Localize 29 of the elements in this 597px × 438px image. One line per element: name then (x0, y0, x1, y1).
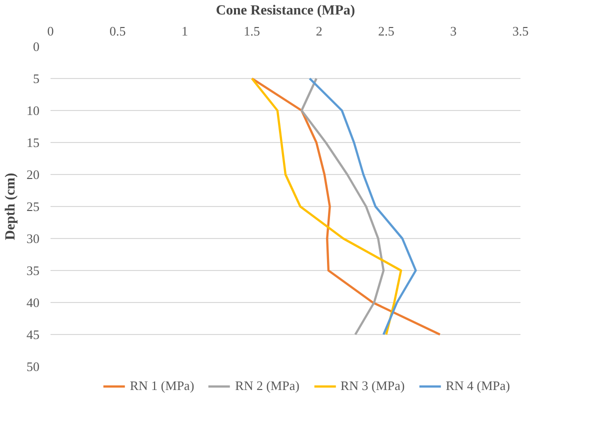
y-tick-label: 5 (33, 71, 40, 86)
line-series (308, 77, 417, 336)
y-axis-title: Depth (cm) (4, 172, 18, 240)
line-series (250, 77, 442, 336)
x-tick-label: 0.5 (110, 24, 126, 38)
line-series (250, 77, 402, 336)
legend-label: RN 3 (MPa) (340, 378, 405, 394)
y-tick-label: 45 (26, 327, 40, 342)
x-tick-label: 2.5 (378, 24, 394, 38)
legend-label: RN 1 (MPa) (130, 378, 194, 394)
x-tick-label: 2 (316, 24, 322, 38)
y-tick-label: 40 (26, 295, 40, 310)
x-tick-label: 0 (47, 24, 54, 38)
y-tick-label: 20 (26, 167, 40, 182)
legend-label: RN 4 (MPa) (446, 378, 510, 394)
legend-label: RN 2 (MPa) (235, 378, 300, 394)
x-axis-title: Cone Resistance (MPa) (216, 4, 356, 18)
y-tick-label: 10 (26, 103, 40, 118)
y-tick-label: 30 (26, 231, 40, 246)
x-tick-label: 1.5 (244, 24, 260, 38)
y-tick-label: 15 (26, 135, 40, 150)
x-tick-label: 3 (450, 24, 457, 38)
y-tick-label: 35 (26, 263, 40, 278)
y-tick-label: 0 (33, 39, 40, 54)
line-series (300, 77, 385, 336)
y-tick-label: 25 (26, 199, 40, 214)
x-tick-label: 1 (182, 24, 188, 38)
y-tick-label: 50 (26, 359, 40, 374)
x-tick-label: 3.5 (512, 24, 529, 38)
